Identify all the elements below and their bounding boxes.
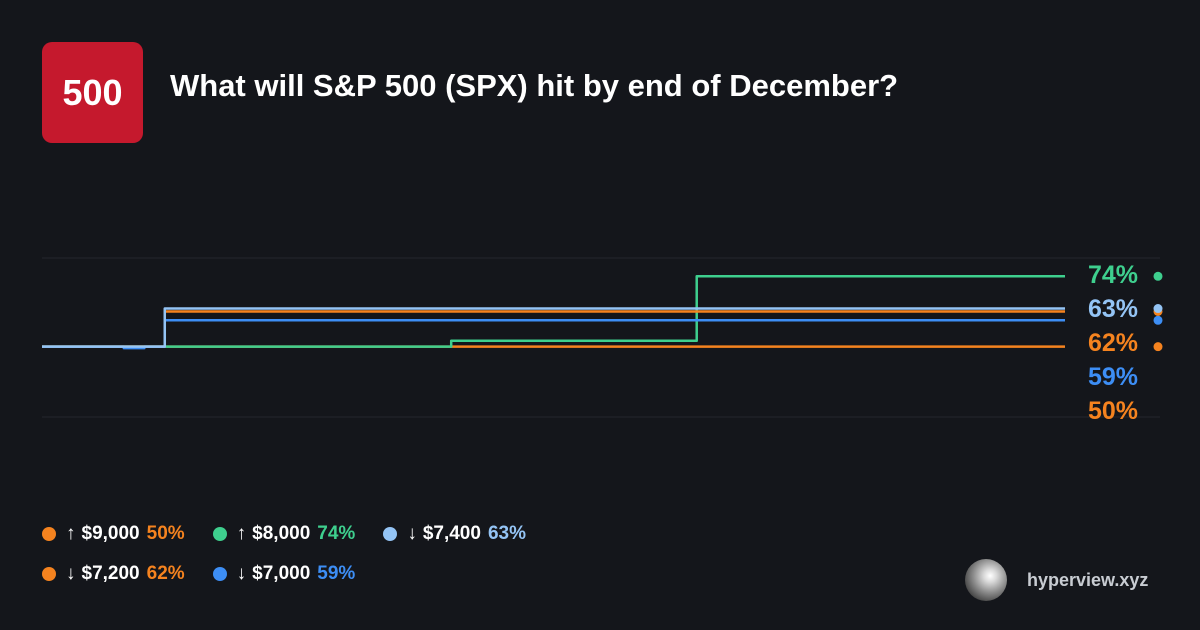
legend-value: 62% — [146, 563, 185, 584]
series-end-label: 50% — [1087, 397, 1138, 426]
brand[interactable]: hyperview.xyz — [965, 559, 1148, 601]
legend: ↑ $9,000 50% ↑ $8,000 74% ↓ $7,400 63% ↓… — [42, 520, 554, 600]
legend-row: ↑ $9,000 50% ↑ $8,000 74% ↓ $7,400 63% — [42, 520, 554, 548]
legend-label: $7,400 — [422, 523, 481, 544]
silver-sphere-icon — [965, 559, 1007, 601]
legend-dot-icon — [212, 527, 227, 541]
series-line — [42, 307, 1065, 348]
legend-item-7000: ↓ $7,000 59% — [212, 563, 356, 585]
series-end-label: 59% — [1087, 363, 1138, 392]
legend-dot-icon — [212, 567, 227, 581]
legend-value: 63% — [487, 523, 526, 544]
series-end-point — [1153, 271, 1163, 281]
arrow-down-icon: ↓ — [236, 563, 247, 584]
legend-value: 74% — [317, 523, 356, 544]
series-end-label: 62% — [1087, 329, 1138, 358]
arrow-down-icon: ↓ — [407, 523, 417, 544]
brand-link[interactable]: hyperview.xyz — [1027, 569, 1149, 590]
legend-value: 59% — [317, 563, 356, 584]
series-end-label: 63% — [1087, 295, 1138, 324]
page-title: What will S&P 500 (SPX) hit by end of De… — [170, 68, 899, 103]
legend-item-8000: ↑ $8,000 74% — [212, 523, 356, 545]
market-logo: 500 — [42, 42, 143, 143]
arrow-down-icon: ↓ — [66, 563, 76, 584]
series-end-point — [1153, 304, 1163, 314]
legend-dot-icon — [42, 567, 56, 581]
legend-value: 50% — [146, 523, 185, 544]
arrow-up-icon: ↑ — [66, 523, 76, 544]
series-end-point — [1153, 315, 1163, 325]
legend-label: $9,000 — [81, 523, 140, 544]
series-end-point — [1153, 342, 1163, 352]
legend-item-7400: ↓ $7,400 63% — [383, 523, 526, 545]
series-end-label: 74% — [1087, 261, 1138, 290]
legend-item-9000: ↑ $9,000 50% — [42, 523, 185, 545]
legend-item-7200: ↓ $7,200 62% — [42, 563, 185, 585]
arrow-up-icon: ↑ — [236, 523, 247, 544]
legend-label: $7,000 — [252, 563, 311, 584]
legend-dot-icon — [42, 527, 56, 541]
legend-label: $7,200 — [81, 563, 140, 584]
legend-row: ↓ $7,200 62% ↓ $7,000 59% — [42, 560, 554, 588]
series-line — [42, 319, 1065, 350]
legend-label: $8,000 — [252, 523, 311, 544]
legend-dot-icon — [383, 527, 398, 541]
